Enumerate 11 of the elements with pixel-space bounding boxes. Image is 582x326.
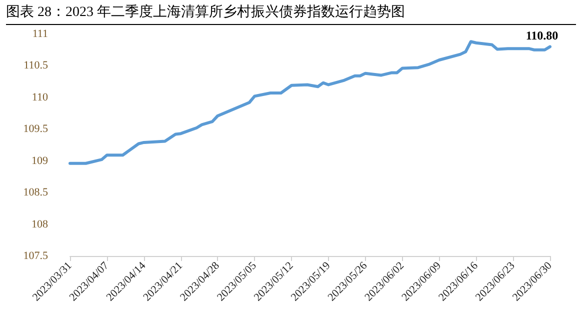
y-tick-label: 109 <box>32 154 48 167</box>
y-tick-label: 109.5 <box>23 123 48 136</box>
chart-title: 图表 28：2023 年二季度上海清算所乡村振兴债券指数运行趋势图 <box>6 3 576 25</box>
y-tick-label: 110.5 <box>24 60 48 72</box>
y-tick-label: 111 <box>32 28 48 40</box>
y-tick-label: 108 <box>32 218 48 230</box>
line-series <box>68 40 552 165</box>
data-label: 110.80 <box>526 28 558 43</box>
y-tick-label: 110 <box>32 91 48 104</box>
y-tick-label: 108.5 <box>23 186 48 199</box>
y-tick-label: 107.5 <box>23 250 48 262</box>
